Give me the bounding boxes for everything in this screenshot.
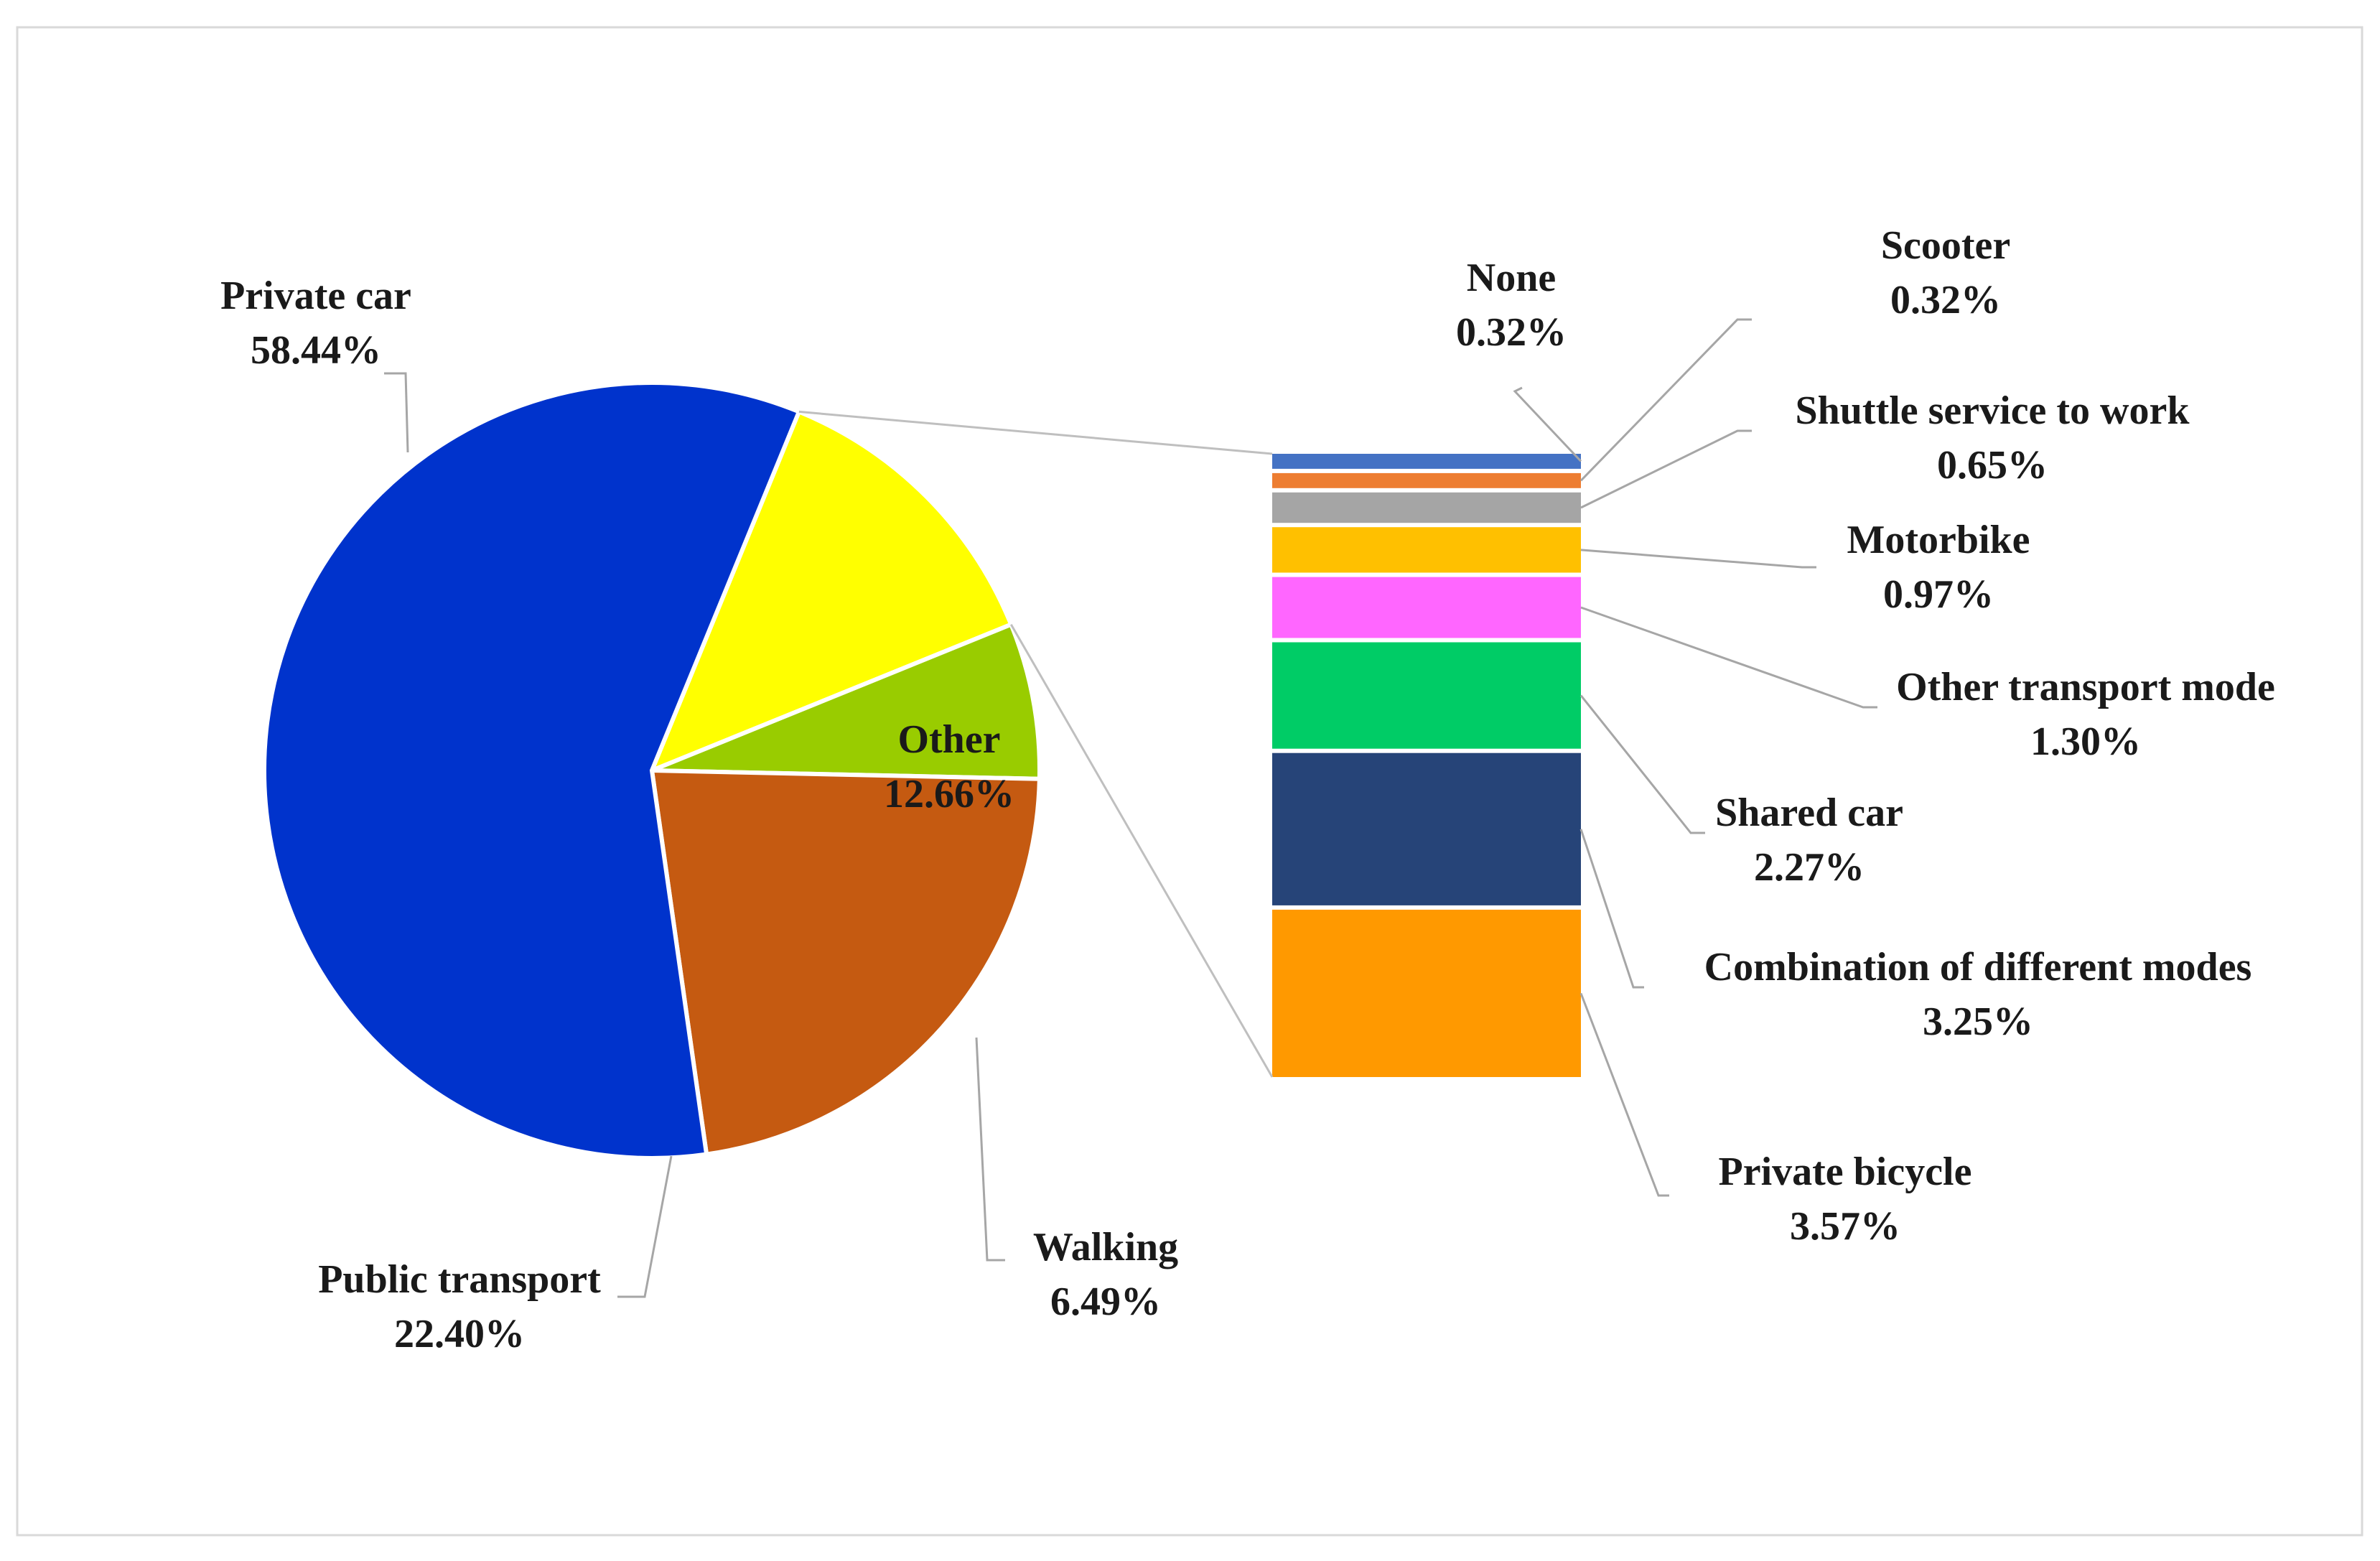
bar-segment-private-bicycle [1272, 909, 1581, 1077]
bar-combination-of-different-modes-label: Combination of different modes 3.25% [1704, 945, 2252, 1044]
bar-private-bicycle-label: Private bicycle 3.57% [1719, 1150, 1972, 1249]
pie-private-car-leader-line [384, 372, 409, 453]
bar-segment-other-transport-mode [1272, 577, 1581, 638]
zoom-line-bottom [1010, 623, 1274, 1078]
bar-shared-car-label: Shared car 2.27% [1715, 791, 1903, 890]
bar-segment-shuttle-service-to-work [1272, 492, 1581, 523]
pie-private-car-label: Private car 58.44% [220, 274, 411, 373]
zoom-connector-lines [798, 410, 1274, 1078]
pie-public-transport-label: Public transport 22.40% [318, 1257, 601, 1356]
pie-slice-public-transport [649, 768, 1042, 1157]
pie-slice-other [648, 409, 1014, 775]
pie-walking-leader-line [975, 1037, 1005, 1262]
bar-segment-motorbike [1272, 527, 1581, 573]
pie-public-transport-leader-line [617, 1155, 673, 1298]
bar-motorbike-leader-line [1580, 549, 1816, 569]
bar-none-label: None 0.32% [1456, 256, 1567, 355]
bar-segment-scooter [1272, 472, 1581, 488]
stacked-bar [1272, 454, 1581, 1077]
zoom-line-top [798, 410, 1273, 455]
bar-none-leader-line [1513, 386, 1582, 462]
bar-scooter-leader-line [1579, 318, 1752, 482]
bar-shuttle-service-to-work-label: Shuttle service to work 0.65% [1795, 388, 2190, 488]
bar-other-transport-mode-leader-line [1580, 606, 1877, 709]
pie [261, 380, 1042, 1160]
bar-scooter-label: Scooter 0.32% [1881, 223, 2010, 322]
bar-shuttle-service-to-work-leader-line [1580, 429, 1752, 509]
bar-other-transport-mode-label: Other transport mode 1.30% [1896, 665, 2275, 764]
bar-shared-car-leader-line [1579, 694, 1705, 834]
bar-segment-shared-car [1272, 642, 1581, 749]
pie-walking-label: Walking 6.49% [1033, 1225, 1178, 1324]
pie-other-label: Other 12.66% [884, 717, 1014, 816]
bar-private-bicycle-leader-line [1579, 992, 1669, 1197]
pie-slice-private-car [261, 380, 802, 1160]
bar-segment-none [1272, 454, 1581, 469]
bar-segment-combination-of-different-modes [1272, 752, 1581, 905]
pie-slice-walking [650, 621, 1042, 781]
bar-motorbike-label: Motorbike 0.97% [1847, 518, 2030, 617]
data-labels: Private car 58.44% Public transport 22.40% W… [220, 223, 2275, 1356]
bar-combination-of-different-modes-leader-line [1579, 829, 1644, 989]
